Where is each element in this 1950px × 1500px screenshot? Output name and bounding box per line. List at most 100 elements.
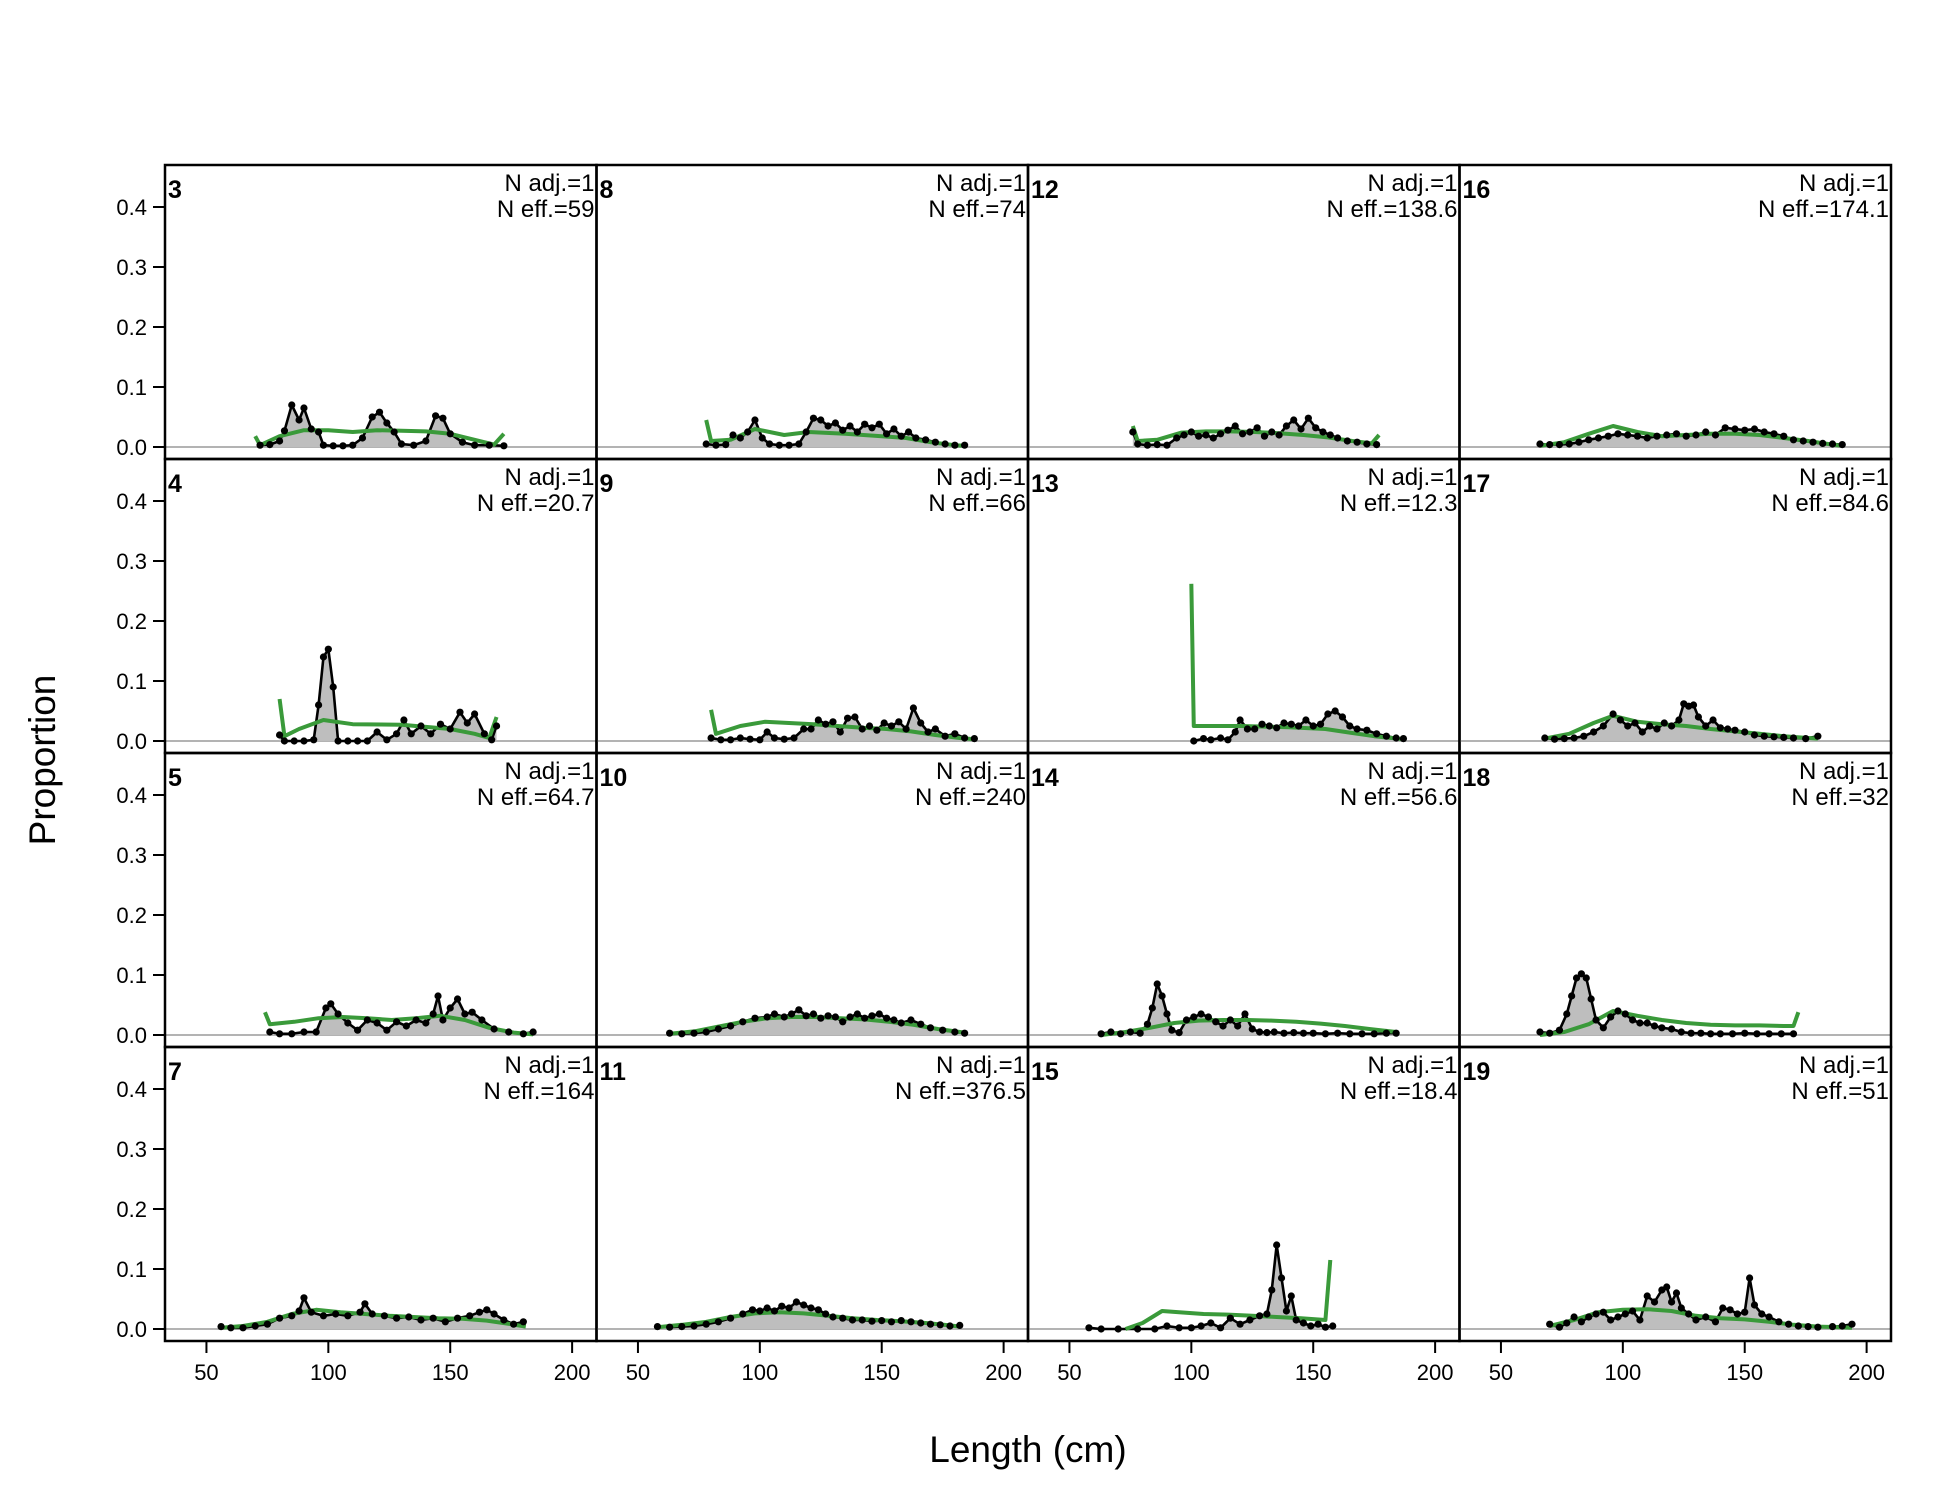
observed-point — [1273, 1241, 1281, 1249]
observed-point — [1585, 436, 1593, 444]
panel-label: 7 — [168, 1058, 182, 1086]
panel-13-plot-area — [1028, 583, 1460, 745]
observed-point — [1607, 1013, 1615, 1021]
observed-point — [1585, 1313, 1593, 1321]
observed-point — [739, 1310, 747, 1318]
observed-point — [909, 704, 918, 712]
observed-point — [1168, 1026, 1176, 1034]
observed-point — [1819, 439, 1827, 447]
n-adj-label: N adj.=1 — [936, 1052, 1026, 1079]
observed-point — [717, 736, 725, 744]
observed-point — [1134, 1325, 1142, 1333]
observed-point — [1582, 974, 1590, 982]
observed-point — [492, 722, 501, 730]
n-adj-label: N adj.=1 — [1367, 170, 1457, 197]
observed-point — [490, 1025, 498, 1033]
observed-point — [1163, 1010, 1171, 1018]
observed-point — [1794, 1322, 1802, 1330]
observed-point — [1746, 1274, 1754, 1282]
observed-point — [1321, 1323, 1330, 1331]
observed-point — [1204, 1013, 1213, 1021]
observed-point — [251, 1322, 259, 1330]
observed-point — [1650, 1022, 1659, 1030]
observed-point — [422, 437, 430, 445]
panel-label: 15 — [1031, 1058, 1059, 1086]
y-tick-label: 0.1 — [116, 1257, 147, 1282]
observed-point — [770, 1010, 779, 1018]
observed-point — [1290, 416, 1298, 424]
observed-point — [217, 1323, 225, 1331]
observed-point — [726, 1022, 735, 1030]
observed-point — [831, 419, 840, 427]
observed-point — [917, 719, 925, 727]
observed-point — [822, 720, 830, 728]
observed-point — [726, 1314, 735, 1322]
observed-point — [1760, 428, 1768, 436]
observed-point — [780, 1013, 788, 1021]
observed-point — [1555, 1026, 1564, 1034]
observed-point — [1199, 735, 1208, 743]
observed-point — [1319, 428, 1327, 436]
observed-point — [314, 428, 323, 436]
observed-point — [461, 1010, 469, 1018]
observed-point — [1246, 1316, 1254, 1324]
observed-point — [392, 1018, 401, 1026]
n-eff-label: N eff.=376.5 — [895, 1078, 1026, 1105]
observed-point — [358, 434, 367, 442]
observed-point — [785, 441, 793, 449]
observed-point — [1343, 437, 1351, 445]
n-adj-label: N adj.=1 — [1799, 1052, 1889, 1079]
observed-point — [485, 441, 493, 449]
observed-point — [1646, 722, 1654, 730]
observed-point — [1692, 431, 1700, 439]
observed-point — [1275, 431, 1283, 439]
y-tick-label: 0.2 — [116, 315, 147, 340]
panel-label: 12 — [1031, 176, 1059, 204]
observed-point — [1197, 1322, 1205, 1330]
observed-point — [1555, 441, 1564, 449]
observed-point — [883, 430, 891, 438]
observed-area — [279, 649, 497, 741]
observed-point — [1234, 1022, 1242, 1030]
observed-point — [792, 1298, 801, 1306]
observed-point — [666, 1029, 674, 1037]
observed-point — [1353, 725, 1361, 733]
observed-point — [1097, 1325, 1105, 1333]
observed-point — [1614, 430, 1622, 438]
expected-line — [709, 709, 975, 742]
observed-point — [924, 728, 932, 736]
observed-point — [770, 1307, 779, 1315]
observed-point — [875, 420, 883, 428]
observed-point — [1677, 1028, 1685, 1036]
observed-point — [843, 714, 852, 722]
observed-point — [1363, 726, 1371, 734]
observed-point — [1789, 1030, 1798, 1038]
observed-point — [814, 716, 822, 724]
panel-label: 9 — [600, 470, 614, 498]
observed-point — [1273, 724, 1281, 732]
observed-point — [500, 1316, 508, 1324]
observed-point — [824, 422, 832, 430]
observed-point — [770, 734, 779, 742]
observed-point — [1295, 722, 1303, 730]
observed-point — [368, 1310, 376, 1318]
x-tick-label: 100 — [741, 1360, 778, 1385]
observed-point — [917, 1020, 925, 1028]
observed-point — [380, 1312, 389, 1320]
observed-point — [1253, 424, 1261, 432]
observed-point — [446, 1004, 454, 1012]
n-adj-label: N adj.=1 — [1367, 1052, 1457, 1079]
observed-point — [1326, 431, 1334, 439]
observed-point — [1814, 1323, 1822, 1331]
n-adj-label: N adj.=1 — [1367, 758, 1457, 785]
observed-point — [941, 440, 949, 448]
y-tick-label: 0.2 — [116, 903, 147, 928]
observed-point — [397, 440, 406, 448]
x-tick-label: 200 — [985, 1360, 1022, 1385]
panel-12-plot-area — [1028, 414, 1460, 449]
observed-point — [1353, 438, 1361, 446]
observed-line — [1193, 709, 1404, 743]
observed-point — [519, 1318, 527, 1326]
y-tick-label: 0.3 — [116, 843, 147, 868]
observed-point — [739, 1018, 747, 1026]
